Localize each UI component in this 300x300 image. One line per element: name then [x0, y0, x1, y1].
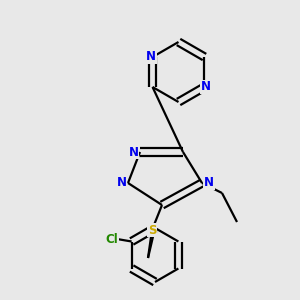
- Text: N: N: [116, 176, 126, 190]
- Text: N: N: [201, 80, 211, 94]
- Text: N: N: [204, 176, 214, 190]
- Text: Cl: Cl: [106, 232, 118, 246]
- Text: N: N: [128, 146, 138, 158]
- Text: N: N: [146, 50, 156, 64]
- Text: S: S: [148, 224, 156, 236]
